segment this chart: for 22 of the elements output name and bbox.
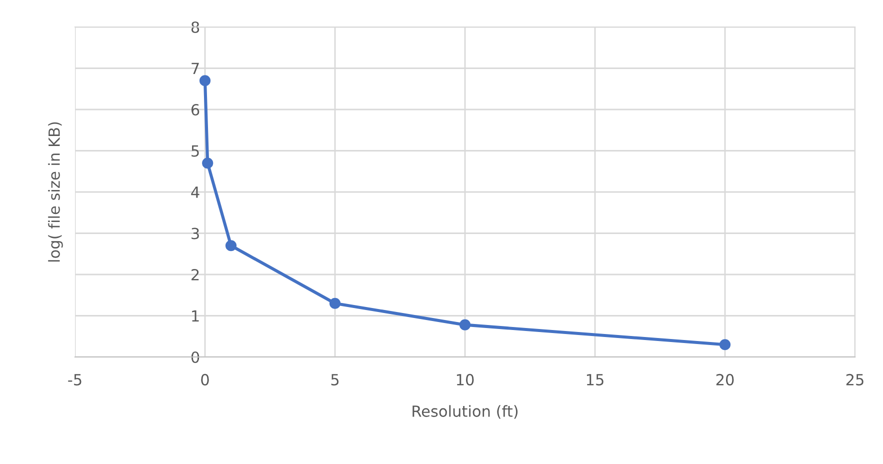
point — [719, 339, 731, 350]
y-tick-label: 5 — [192, 145, 199, 157]
point — [202, 158, 214, 169]
y-tick-label: 2 — [192, 268, 199, 280]
point — [225, 240, 237, 252]
x-tick-label: 10 — [456, 374, 474, 386]
x-tick-label: 20 — [716, 374, 734, 386]
point — [459, 319, 471, 330]
x-tick-label: 5 — [331, 374, 339, 386]
y-tick-label: 3 — [192, 228, 199, 240]
point — [329, 298, 341, 309]
y-tick-label: 6 — [191, 104, 200, 116]
x-tick-label: 15 — [586, 374, 604, 386]
x-tick-label: 25 — [846, 374, 864, 386]
point — [199, 75, 211, 86]
y-tick-label: 4 — [191, 186, 200, 198]
y-axis-title: log( file size in KB) — [48, 122, 63, 262]
x-tick-label: -5 — [68, 374, 82, 386]
y-tick-label: 7 — [192, 62, 199, 74]
y-tick-label: 1 — [192, 310, 199, 322]
x-tick-label: 0 — [201, 374, 209, 386]
x-axis-title: Resolution (ft) — [412, 405, 518, 419]
